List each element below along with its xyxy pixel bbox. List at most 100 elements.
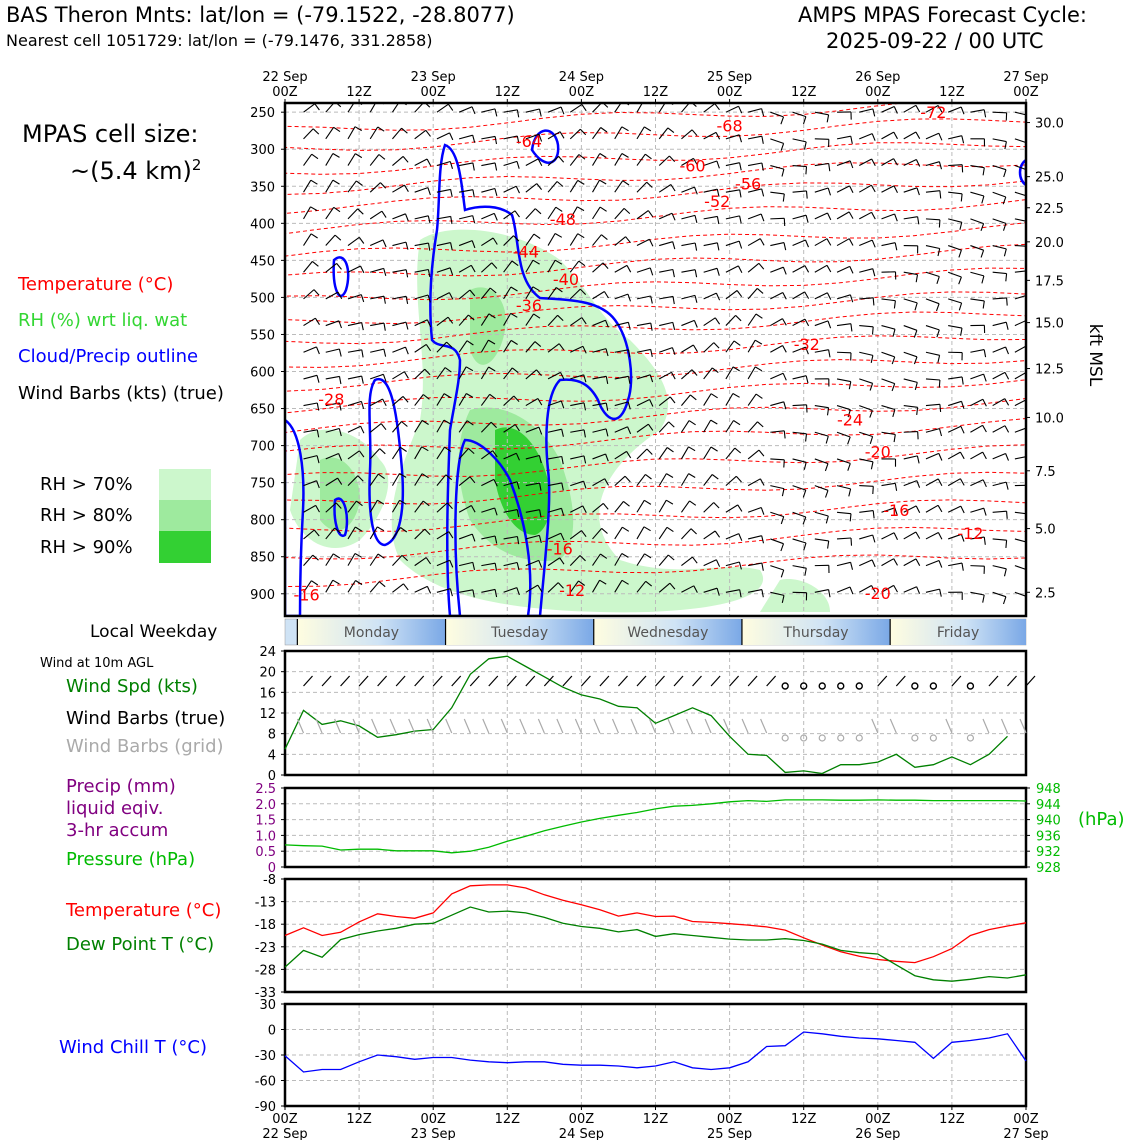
- wind-barb-flag: [446, 341, 453, 348]
- wind-barb-staff: [636, 322, 651, 327]
- wind-barb-staff: [369, 526, 378, 540]
- wind-barb-staff: [481, 535, 496, 540]
- wind-barb-flag: [650, 323, 653, 331]
- cell-size-value: ~(5.4 km)2: [70, 156, 201, 185]
- wind-barb-flag: [850, 537, 853, 546]
- wind-barb: [792, 511, 807, 525]
- wind-barb: [303, 317, 320, 327]
- wind-barb-staff: [925, 218, 940, 221]
- wind-barb-staff: [503, 135, 518, 140]
- wind-barb-staff: [992, 481, 1007, 487]
- wind-barb-staff: [992, 346, 1006, 353]
- wind-barb: [948, 298, 963, 311]
- wind-barb: [303, 233, 318, 246]
- wind-barb: [792, 138, 807, 150]
- surface-wind-barb: [766, 675, 777, 687]
- wind-barb-staff: [859, 325, 874, 328]
- wind-barb-staff: [947, 451, 961, 460]
- wind-barb: [325, 262, 342, 273]
- wind-barb-staff: [792, 138, 807, 143]
- wind-barb-flag: [380, 423, 387, 431]
- wind-barb: [636, 473, 652, 486]
- wind-barb-flag: [982, 479, 987, 488]
- wind-barb-staff: [970, 164, 985, 169]
- wind-barb-flag: [738, 106, 743, 114]
- wind-barb: [859, 268, 876, 277]
- wind-barb: [703, 267, 720, 276]
- wind-barb-flag: [310, 179, 318, 185]
- wind-barb-staff: [703, 419, 712, 433]
- wind-barb-flag: [938, 379, 941, 388]
- wind-barb-staff: [836, 185, 850, 193]
- wind-barb-staff: [859, 431, 873, 438]
- wind-barb-staff: [770, 266, 784, 273]
- wind-barb-staff: [659, 347, 673, 353]
- wind-barb-staff: [747, 288, 758, 300]
- wind-barb-staff: [369, 103, 377, 113]
- wind-barb: [992, 321, 1009, 330]
- wind-barb: [770, 458, 785, 468]
- wind-barb: [325, 452, 343, 461]
- wind-barb-flag: [913, 356, 918, 365]
- wind-barb-staff: [436, 531, 450, 540]
- wind-barb-flag: [400, 527, 408, 533]
- wind-barb: [881, 213, 898, 222]
- wind-barb: [792, 111, 807, 125]
- surface-wind-barb-grid: [352, 718, 360, 734]
- wind-barb-staff: [436, 446, 445, 460]
- wind-barb-staff: [458, 420, 468, 433]
- wind-barb: [481, 135, 498, 145]
- wind-barb: [347, 294, 365, 303]
- bottom-hour-label: 00Z: [569, 1112, 595, 1127]
- wind-barb-staff: [392, 321, 407, 327]
- wind-barb-staff: [547, 314, 559, 326]
- wind-barb-staff: [792, 265, 806, 273]
- wind-barb-staff: [770, 242, 785, 247]
- wind-barb: [903, 298, 918, 311]
- wind-barbs-true-label: Wind Barbs (true): [66, 708, 226, 729]
- wind-barb-staff: [725, 215, 740, 220]
- wind-barb-flag: [625, 236, 631, 244]
- wind-barb: [547, 314, 564, 326]
- wind-barb-staff: [436, 103, 449, 113]
- wind-barb: [614, 450, 632, 460]
- wind-barb-staff: [814, 405, 829, 409]
- wind-barb: [525, 584, 543, 593]
- wind-barb: [525, 398, 543, 407]
- weekday-segment: [741, 619, 891, 645]
- wind-barb: [547, 259, 563, 273]
- wind-barb-flag: [556, 181, 564, 187]
- wind-barb-staff: [547, 532, 562, 540]
- wind-barb-flag: [893, 532, 898, 541]
- y-tick-label: -30: [255, 1049, 276, 1064]
- wind-barb-staff: [792, 565, 807, 569]
- wind-barb-flag: [355, 580, 363, 586]
- wind-barb-staff: [636, 580, 647, 593]
- temperature-label: -64: [516, 132, 542, 151]
- wind-barb-flag: [470, 265, 476, 273]
- wind-barb-flag: [716, 242, 720, 251]
- wind-barb-flag: [958, 249, 962, 258]
- wind-barb-flag: [849, 513, 852, 522]
- wind-barb: [480, 313, 496, 326]
- wind-barb-flag: [694, 242, 698, 251]
- wind-barb: [814, 111, 830, 123]
- wind-barb-staff: [703, 393, 712, 406]
- wind-barb-flag: [713, 342, 720, 349]
- wind-barb: [814, 405, 830, 416]
- y-tick-label: -23: [255, 941, 276, 956]
- wind-barb: [681, 214, 698, 224]
- wind-barb-flag: [915, 131, 921, 139]
- wind-barb: [947, 425, 965, 434]
- wind-barb: [392, 269, 409, 278]
- wind-barb: [347, 500, 363, 513]
- wind-barb-flag: [444, 367, 452, 373]
- bottom-hour-label: 12Z: [643, 1112, 669, 1127]
- wind-barb-flag: [893, 131, 898, 140]
- wind-barb-staff: [369, 553, 379, 566]
- wind-barb-flag: [602, 262, 609, 269]
- surface-wind-barb-grid: [611, 718, 620, 734]
- wind-barb: [636, 348, 653, 358]
- wind-barb-flag: [1003, 248, 1007, 257]
- wind-barb-staff: [703, 160, 718, 167]
